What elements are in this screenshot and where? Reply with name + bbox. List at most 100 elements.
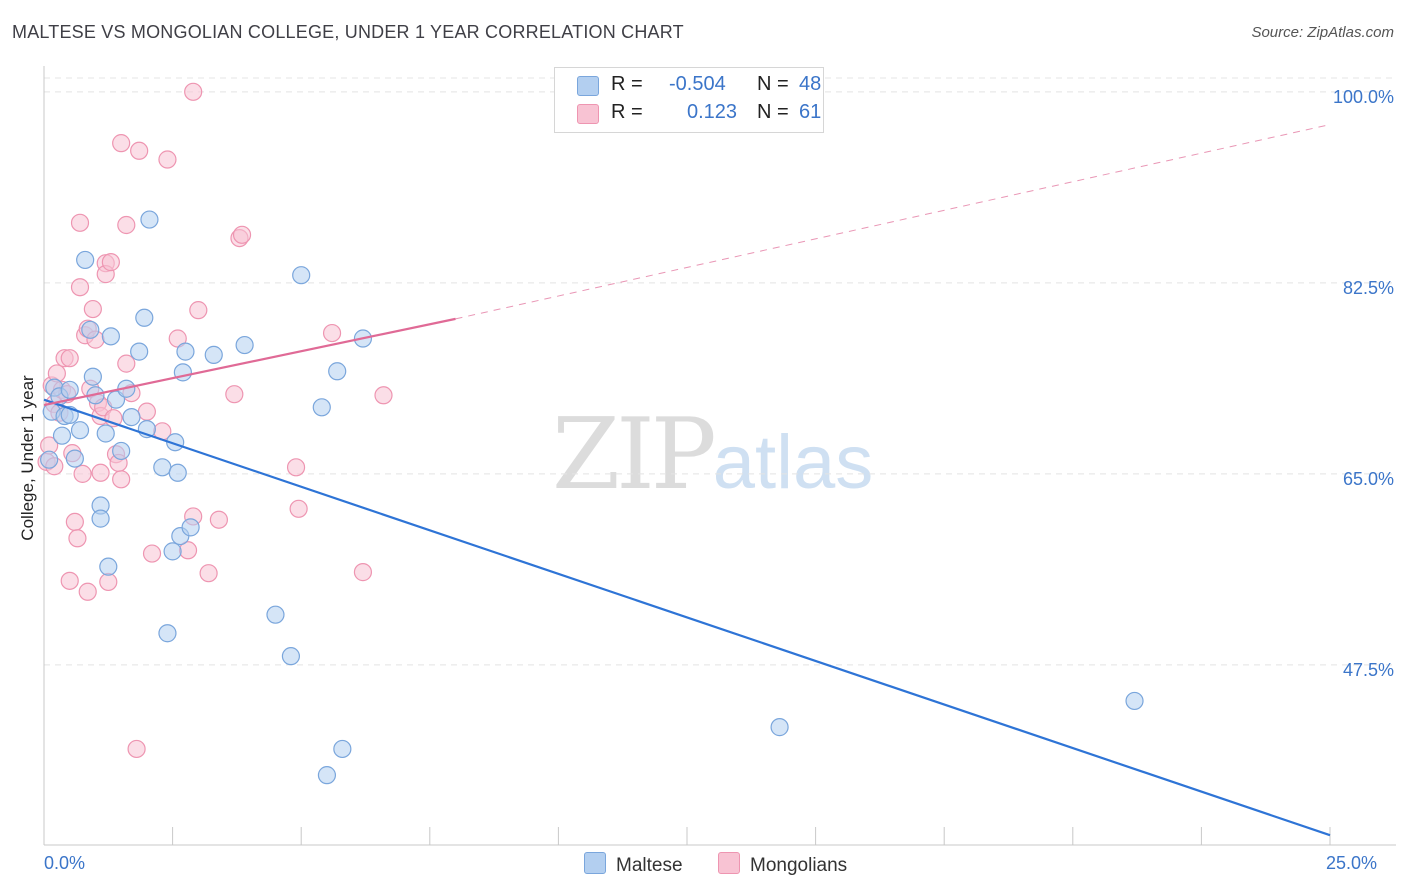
maltese-point bbox=[168, 463, 187, 482]
mongolian-point bbox=[91, 463, 110, 482]
maltese-point bbox=[40, 450, 59, 469]
bottom-legend-maltese: Maltese bbox=[584, 852, 683, 877]
mongolian-point bbox=[137, 402, 156, 421]
legend-r-value: 0.123 bbox=[687, 101, 738, 123]
maltese-point bbox=[204, 345, 223, 364]
mongolian-point bbox=[68, 529, 87, 548]
maltese-point bbox=[130, 342, 149, 361]
legend-n-value: 61 bbox=[799, 101, 822, 123]
chart-title: MALTESE VS MONGOLIAN COLLEGE, UNDER 1 YE… bbox=[12, 22, 684, 42]
legend-r-value: -0.504 bbox=[669, 73, 726, 95]
mongolian-point bbox=[199, 564, 218, 583]
mongolian-point bbox=[65, 512, 84, 532]
mongolian-point bbox=[70, 213, 90, 232]
watermark-zip: ZIP bbox=[552, 398, 717, 512]
axes bbox=[43, 66, 1396, 846]
correlation-legend: R = -0.504 N = 48 R = 0.123 N = 61 bbox=[554, 67, 824, 133]
mongolian-point bbox=[374, 386, 393, 405]
mongolian-point bbox=[112, 470, 131, 489]
maltese-point bbox=[96, 424, 115, 443]
maltese-swatch bbox=[577, 76, 599, 96]
mongolian-point bbox=[184, 82, 203, 101]
mongolian-point bbox=[286, 458, 306, 477]
mongolian-point bbox=[70, 278, 90, 297]
bottom-legend-mongolians: Mongolians bbox=[718, 852, 847, 877]
mongolian-point bbox=[99, 572, 118, 592]
maltese-point bbox=[176, 342, 195, 361]
data-points bbox=[37, 82, 1144, 785]
maltese-point bbox=[266, 605, 285, 624]
maltese-point bbox=[1125, 691, 1144, 711]
mongolian-trend-line bbox=[43, 317, 456, 407]
maltese-point bbox=[317, 766, 337, 785]
mongolian-point bbox=[209, 510, 228, 529]
maltese-point bbox=[235, 335, 254, 355]
trend-lines bbox=[43, 124, 1331, 837]
maltese-point bbox=[770, 718, 789, 737]
legend-n-value: 48 bbox=[799, 73, 822, 95]
maltese-point bbox=[140, 210, 159, 229]
maltese-point bbox=[81, 320, 100, 339]
mongolian-point bbox=[189, 301, 208, 320]
gridlines bbox=[44, 77, 1396, 666]
maltese-point bbox=[281, 647, 301, 666]
y-tick-label-65: 65.0% bbox=[1342, 469, 1394, 489]
mongolian-point bbox=[158, 150, 177, 169]
source-credit: Source: ZipAtlas.com bbox=[1251, 24, 1394, 41]
mongolian-trend-extension bbox=[455, 124, 1331, 320]
mongolians-legend-label: Mongolians bbox=[750, 855, 848, 876]
maltese-point bbox=[158, 624, 177, 643]
maltese-trend-line bbox=[43, 398, 1331, 837]
maltese-point bbox=[292, 266, 311, 285]
mongolian-point bbox=[322, 323, 342, 343]
maltese-point bbox=[52, 426, 72, 445]
y-tick-label-100: 100.0% bbox=[1332, 87, 1394, 107]
x-tick-label-25: 25.0% bbox=[1326, 853, 1378, 873]
y-axis-label: College, Under 1 year bbox=[18, 375, 37, 541]
y-tick-label-47-5: 47.5% bbox=[1342, 660, 1394, 680]
maltese-point bbox=[101, 327, 120, 346]
mongolian-point bbox=[130, 141, 149, 160]
maltese-point bbox=[181, 518, 200, 537]
maltese-point bbox=[91, 509, 110, 528]
maltese-legend-swatch bbox=[584, 852, 606, 874]
mongolian-point bbox=[78, 582, 97, 601]
mongolian-point bbox=[73, 464, 92, 483]
mongolian-point bbox=[142, 544, 162, 563]
mongolian-point bbox=[112, 134, 131, 153]
maltese-point bbox=[163, 542, 182, 561]
maltese-point bbox=[153, 458, 172, 477]
maltese-point bbox=[135, 308, 154, 327]
maltese-point bbox=[122, 408, 141, 427]
watermark: ZIPatlas bbox=[552, 398, 873, 512]
mongolian-point bbox=[232, 225, 252, 244]
maltese-point bbox=[328, 362, 347, 381]
maltese-point bbox=[312, 398, 331, 417]
watermark-atlas: atlas bbox=[712, 420, 874, 505]
mongolian-point bbox=[353, 563, 373, 582]
mongolian-point bbox=[101, 253, 120, 272]
mongolian-point bbox=[117, 215, 136, 235]
legend-n-label: N = bbox=[757, 73, 789, 95]
mongolian-point bbox=[60, 571, 79, 590]
mongolian-point bbox=[83, 299, 102, 319]
maltese-legend-label: Maltese bbox=[616, 855, 683, 876]
legend-r-label: R = bbox=[611, 73, 643, 95]
mongolian-point bbox=[225, 385, 244, 404]
mongolian-point bbox=[127, 739, 146, 759]
mongolian-point bbox=[60, 349, 79, 368]
maltese-point bbox=[99, 557, 118, 576]
maltese-point bbox=[76, 250, 95, 270]
maltese-point bbox=[65, 449, 84, 468]
legend-r-label: R = bbox=[611, 101, 643, 123]
maltese-point bbox=[333, 739, 352, 759]
x-tick-label-0: 0.0% bbox=[44, 853, 86, 873]
mongolian-point bbox=[117, 354, 136, 373]
maltese-point bbox=[112, 441, 131, 461]
maltese-point bbox=[60, 380, 79, 399]
legend-n-label: N = bbox=[757, 101, 789, 123]
mongolians-legend-swatch bbox=[718, 852, 740, 874]
mongolian-point bbox=[289, 499, 308, 518]
mongolians-swatch bbox=[577, 104, 599, 124]
